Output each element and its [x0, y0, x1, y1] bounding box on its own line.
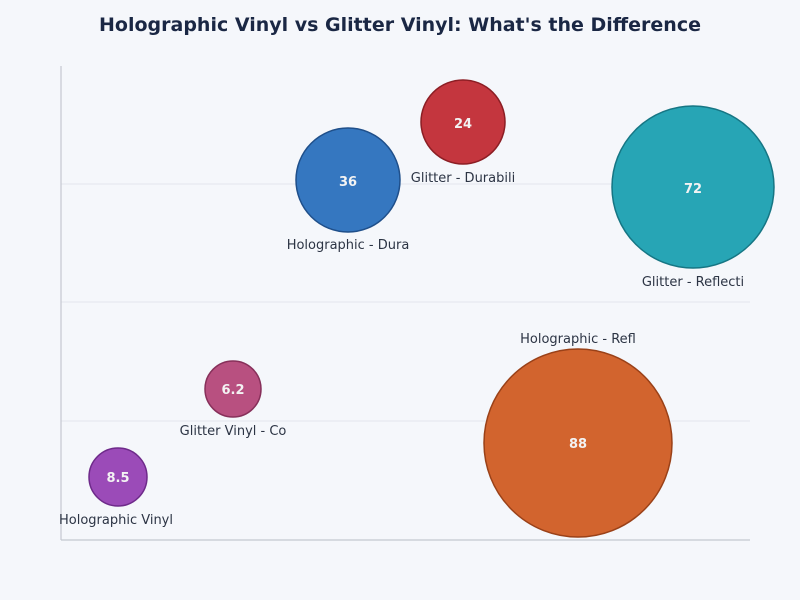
bubble-holographic-vinyl[interactable]: 8.5 Holographic Vinyl	[59, 447, 173, 528]
bubble-label: Glitter - Durabili	[411, 171, 515, 186]
bubble-glitter-vinyl-co[interactable]: 6.2 Glitter Vinyl - Co	[180, 360, 287, 439]
bubble-value: 8.5	[106, 471, 129, 486]
bubble-glitter-reflecti[interactable]: 72 Glitter - Reflecti	[611, 105, 775, 290]
bubble-label: Glitter Vinyl - Co	[180, 424, 287, 439]
bubble-glitter-durabili[interactable]: 24 Glitter - Durabili	[411, 79, 515, 186]
bubble-value: 24	[454, 117, 472, 132]
bubble-label: Glitter - Reflecti	[642, 275, 744, 290]
bubble-holographic-refl[interactable]: 88 Holographic - Refl	[483, 332, 673, 538]
bubble-value: 36	[339, 175, 357, 190]
bubble-label: Holographic - Dura	[287, 238, 410, 253]
bubble-value: 88	[569, 437, 587, 452]
bubble-value: 72	[684, 182, 702, 197]
bubble-label: Holographic Vinyl	[59, 513, 173, 528]
bubble-holographic-dura[interactable]: 36 Holographic - Dura	[287, 127, 410, 253]
bubble-value: 6.2	[221, 383, 244, 398]
chart-title: Holographic Vinyl vs Glitter Vinyl: What…	[99, 14, 701, 36]
bubble-label: Holographic - Refl	[520, 332, 636, 347]
